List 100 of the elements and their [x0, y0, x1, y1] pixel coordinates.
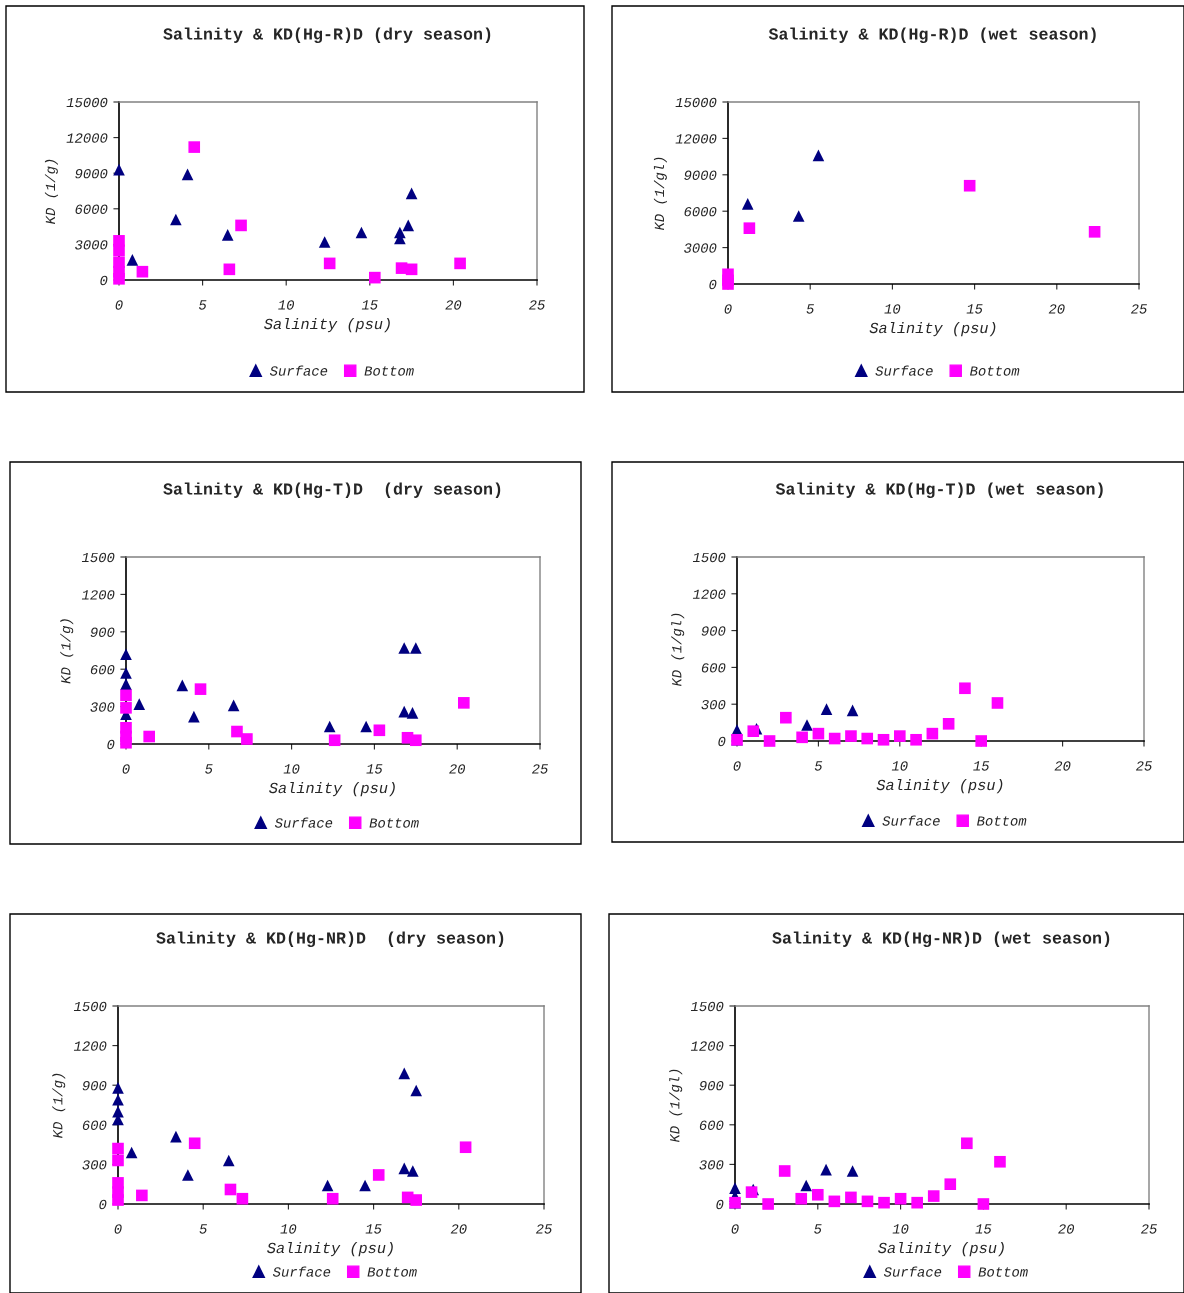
point: [405, 187, 418, 200]
point: [763, 735, 776, 747]
point: [812, 727, 825, 740]
y-tick-label: 12000: [675, 134, 717, 144]
y-tick-label: 300: [699, 1160, 724, 1170]
point: [963, 179, 976, 192]
point: [944, 1178, 957, 1191]
point: [120, 667, 132, 679]
x-tick-label: 25: [1140, 1224, 1157, 1234]
point: [112, 1093, 124, 1106]
point: [1088, 226, 1101, 238]
point: [741, 198, 754, 210]
point: [372, 1169, 385, 1181]
x-tick-label: 15: [365, 1224, 382, 1234]
point: [402, 219, 415, 232]
point: [910, 733, 922, 746]
point: [861, 732, 874, 745]
point: [926, 727, 939, 740]
point: [459, 1141, 472, 1154]
y-axis-title: KD (1/gl): [669, 1069, 683, 1143]
y-tick-label: 0: [718, 736, 726, 747]
y-tick-label: 0: [100, 275, 108, 286]
point: [120, 678, 132, 690]
point: [780, 711, 792, 724]
y-tick-label: 900: [701, 626, 726, 636]
point: [927, 1190, 940, 1202]
point: [125, 1146, 138, 1159]
point: [112, 1142, 124, 1155]
legend-label: Surface: [274, 817, 333, 828]
x-axis-title: Salinity (psu): [869, 321, 996, 337]
y-tick-label: 9000: [75, 168, 108, 179]
y-tick-label: 0: [716, 1199, 724, 1210]
point: [409, 642, 422, 654]
point: [762, 1198, 774, 1210]
point: [893, 730, 906, 742]
y-tick-label: 15000: [675, 97, 717, 108]
x-tick-label: 15: [975, 1224, 992, 1234]
y-tick-label: 900: [699, 1080, 724, 1091]
point: [942, 718, 955, 730]
x-tick-label: 10: [892, 1224, 909, 1234]
point: [877, 733, 890, 746]
legend-label: Surface: [269, 365, 328, 376]
point: [828, 1195, 841, 1208]
point: [241, 733, 253, 745]
chart-title: Salinity & KD(Hg-R)D (dry season): [163, 27, 491, 44]
chart-title: Salinity & KD(Hg-NR)D (dry season): [156, 931, 504, 948]
x-tick-label: 10: [891, 761, 908, 771]
legend-label: Bottom: [978, 1267, 1028, 1277]
point: [405, 263, 418, 276]
x-tick-label: 10: [283, 764, 300, 774]
y-tick-label: 1200: [81, 590, 115, 600]
y-axis-title: KD (1/g): [44, 159, 58, 224]
y-tick-label: 12000: [66, 133, 108, 143]
x-tick-label: 0: [122, 764, 130, 774]
point: [828, 732, 841, 745]
point: [318, 236, 331, 248]
point: [231, 725, 243, 738]
point: [120, 648, 132, 661]
x-axis-title: Salinity (psu): [264, 317, 390, 333]
x-tick-label: 20: [450, 1224, 467, 1234]
y-tick-label: 600: [82, 1120, 107, 1130]
point: [846, 704, 859, 717]
point: [861, 1195, 874, 1208]
point: [323, 720, 336, 733]
y-axis-title: KD (1/gl): [653, 157, 667, 231]
point: [222, 1154, 235, 1167]
y-tick-label: 300: [82, 1160, 107, 1170]
point: [398, 642, 411, 654]
point: [112, 1082, 124, 1094]
y-tick-label: 900: [90, 627, 115, 637]
chart-title: Salinity & KD(Hg-T)D (dry season): [163, 482, 501, 499]
legend-label: Bottom: [369, 818, 419, 828]
point: [373, 724, 386, 737]
x-tick-label: 10: [278, 300, 295, 310]
point: [975, 735, 988, 747]
point: [395, 262, 408, 274]
x-axis-title: Salinity (psu): [269, 781, 395, 797]
point: [410, 1084, 423, 1097]
point: [188, 1137, 201, 1150]
y-tick-label: 0: [107, 739, 115, 750]
point: [894, 1192, 907, 1205]
point: [845, 1191, 857, 1204]
point: [994, 1155, 1006, 1168]
point: [743, 222, 756, 234]
point: [911, 1196, 923, 1209]
point: [820, 703, 833, 715]
point: [113, 244, 125, 257]
point: [136, 1189, 148, 1202]
point: [811, 1188, 824, 1201]
legend-label: Surface: [875, 365, 933, 376]
x-tick-label: 20: [1048, 304, 1065, 314]
chart-title: Salinity & KD(Hg-T)D (wet season): [775, 482, 1103, 499]
y-tick-label: 1500: [690, 1001, 724, 1012]
x-tick-label: 0: [115, 300, 123, 310]
x-tick-label: 0: [731, 1224, 739, 1234]
point: [326, 1192, 339, 1205]
point: [113, 273, 125, 285]
point: [170, 213, 182, 226]
point: [458, 697, 470, 709]
y-tick-label: 600: [699, 1120, 724, 1130]
